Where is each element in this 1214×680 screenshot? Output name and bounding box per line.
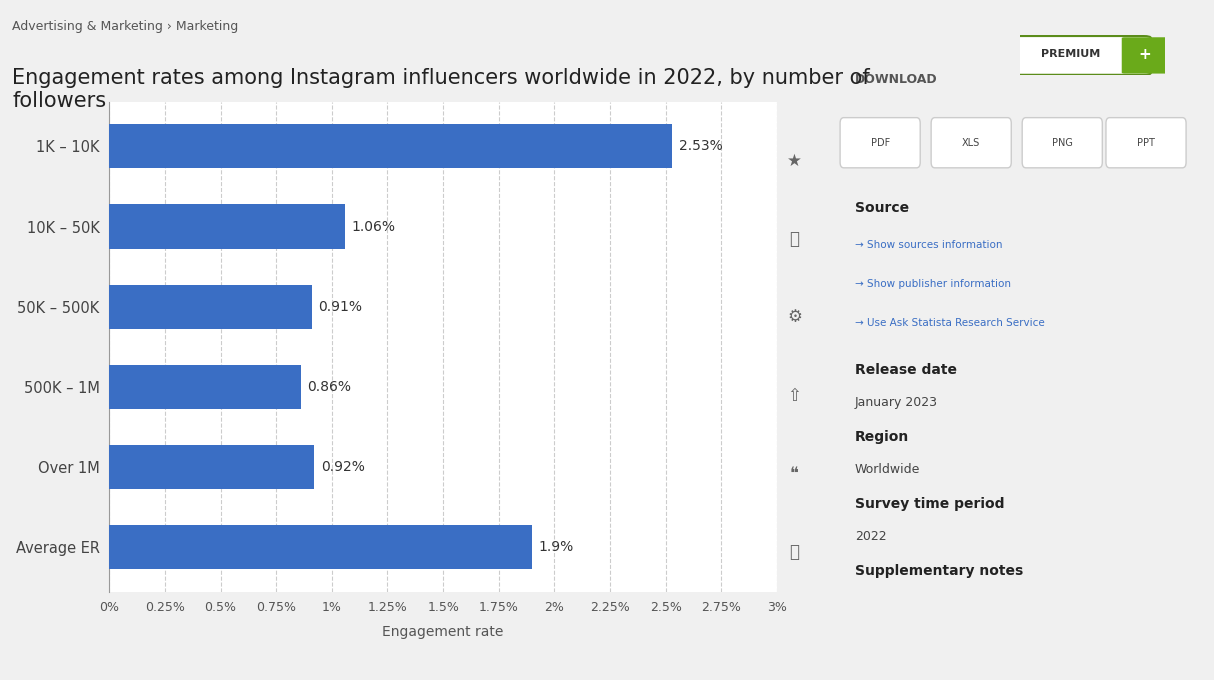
Text: 0.92%: 0.92% (320, 460, 364, 474)
Text: Survey time period: Survey time period (855, 497, 1004, 511)
FancyBboxPatch shape (1022, 118, 1102, 168)
Text: Region: Region (855, 430, 909, 444)
Text: Source: Source (855, 201, 909, 216)
Text: PPT: PPT (1138, 138, 1155, 148)
Text: Supplementary notes: Supplementary notes (855, 564, 1023, 578)
Text: Advertising & Marketing › Marketing: Advertising & Marketing › Marketing (12, 20, 238, 33)
Text: → Show sources information: → Show sources information (855, 240, 1002, 250)
Text: Engagement rates among Instagram influencers worldwide in 2022, by number of
fol: Engagement rates among Instagram influen… (12, 68, 870, 112)
Bar (109, 525, 532, 569)
Bar (109, 285, 312, 328)
X-axis label: Engagement rate: Engagement rate (382, 626, 504, 639)
Text: PNG: PNG (1051, 138, 1073, 148)
Text: ★: ★ (787, 152, 802, 170)
Text: PREMIUM: PREMIUM (1042, 50, 1100, 59)
Text: 2022: 2022 (855, 530, 886, 543)
FancyBboxPatch shape (1012, 36, 1151, 75)
FancyBboxPatch shape (1122, 37, 1168, 73)
Text: Worldwide: Worldwide (855, 463, 920, 477)
FancyBboxPatch shape (931, 118, 1011, 168)
Text: ⇧: ⇧ (788, 387, 801, 405)
Text: 0.91%: 0.91% (318, 300, 363, 313)
Text: ❝: ❝ (790, 465, 799, 483)
Text: January 2023: January 2023 (855, 396, 937, 409)
Text: 🖨: 🖨 (789, 543, 800, 562)
Text: 2.53%: 2.53% (679, 139, 722, 153)
Text: XLS: XLS (961, 138, 981, 148)
Bar (109, 365, 301, 409)
Text: → Use Ask Statista Research Service: → Use Ask Statista Research Service (855, 318, 1044, 328)
Text: DOWNLOAD: DOWNLOAD (855, 73, 937, 86)
Text: PDF: PDF (870, 138, 890, 148)
Text: ⚙: ⚙ (787, 309, 802, 326)
Bar (109, 205, 345, 249)
Text: → Show publisher information: → Show publisher information (855, 279, 1011, 290)
Text: 0.86%: 0.86% (307, 380, 351, 394)
Text: 🔔: 🔔 (789, 230, 800, 248)
Bar (109, 124, 673, 169)
Text: Release date: Release date (855, 363, 957, 377)
Bar (109, 445, 314, 489)
FancyBboxPatch shape (840, 118, 920, 168)
Text: 1.9%: 1.9% (539, 541, 574, 554)
Text: +: + (1139, 47, 1151, 62)
FancyBboxPatch shape (1106, 118, 1186, 168)
Text: 1.06%: 1.06% (352, 220, 396, 233)
